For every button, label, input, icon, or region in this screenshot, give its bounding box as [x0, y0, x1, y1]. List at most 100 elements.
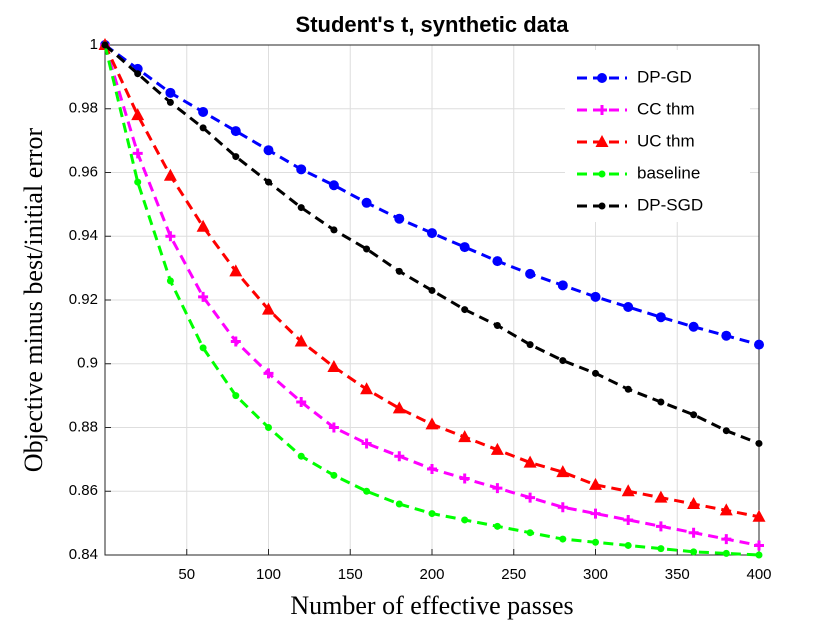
data-point: [624, 385, 632, 393]
data-point: [394, 213, 405, 224]
y-axis-label: Objective minus best/initial error: [19, 127, 48, 472]
data-point: [459, 473, 470, 484]
legend-label: CC thm: [637, 99, 695, 118]
data-point: [754, 339, 764, 350]
data-point: [297, 204, 305, 212]
data-point: [557, 280, 568, 291]
data-point: [557, 502, 568, 513]
data-point: [265, 424, 272, 431]
data-point: [525, 268, 536, 279]
data-point: [134, 70, 142, 78]
data-point: [490, 442, 504, 455]
data-point: [262, 302, 275, 315]
data-point: [688, 321, 699, 332]
data-point: [690, 548, 698, 556]
data-point: [395, 267, 403, 275]
data-point: [327, 359, 341, 372]
x-tick-label: 300: [583, 566, 608, 583]
data-point: [297, 452, 305, 460]
data-point: [592, 369, 599, 377]
data-point: [657, 545, 665, 553]
y-tick-label: 0.92: [69, 291, 98, 308]
data-point: [199, 124, 207, 132]
data-point: [296, 397, 307, 407]
data-point: [265, 178, 272, 186]
data-point: [296, 164, 307, 175]
data-point: [722, 427, 730, 435]
data-point: [425, 417, 439, 430]
legend-marker: [598, 202, 606, 210]
data-point: [523, 455, 537, 468]
data-point: [199, 344, 207, 352]
y-tick-label: 0.94: [69, 227, 98, 244]
data-point: [196, 219, 210, 232]
data-point: [752, 509, 766, 522]
data-point: [657, 398, 665, 406]
y-tick-label: 0.88: [69, 418, 98, 435]
legend-marker: [597, 73, 607, 83]
data-point: [363, 245, 371, 253]
data-point: [328, 422, 339, 433]
legend-label: baseline: [637, 163, 700, 182]
data-point: [493, 322, 501, 329]
data-point: [428, 510, 436, 518]
data-point: [328, 180, 339, 191]
data-point: [395, 500, 403, 508]
data-point: [690, 411, 698, 419]
data-point: [427, 463, 437, 474]
legend-marker: [595, 135, 609, 147]
data-point: [330, 471, 338, 479]
data-point: [755, 439, 763, 447]
legend-label: DP-SGD: [637, 195, 703, 214]
data-point: [721, 534, 732, 545]
data-point: [526, 341, 534, 349]
data-point: [623, 514, 634, 525]
data-point: [263, 368, 274, 379]
data-point: [101, 41, 109, 49]
data-point: [719, 503, 733, 516]
y-tick-label: 0.9: [77, 355, 98, 372]
data-point: [198, 106, 209, 117]
data-point: [492, 483, 503, 494]
y-tick-label: 0.96: [69, 163, 98, 180]
data-point: [330, 226, 338, 234]
data-point: [363, 487, 371, 495]
data-point: [165, 231, 176, 242]
data-point: [525, 492, 536, 503]
data-point: [360, 382, 374, 395]
data-point: [166, 277, 174, 285]
data-point: [461, 306, 469, 314]
x-axis-label: Number of effective passes: [290, 591, 573, 620]
data-point: [493, 522, 501, 530]
data-point: [559, 357, 567, 365]
data-point: [230, 336, 241, 347]
data-point: [559, 535, 567, 543]
x-tick-label: 350: [665, 566, 690, 583]
data-point: [754, 540, 764, 551]
data-point: [624, 541, 632, 549]
x-tick-label: 400: [746, 566, 771, 583]
data-point: [132, 148, 143, 159]
data-point: [459, 242, 470, 253]
data-point: [198, 291, 209, 302]
data-point: [458, 430, 472, 443]
data-point: [232, 153, 240, 161]
data-point: [427, 228, 437, 239]
data-point: [655, 312, 666, 323]
plot-frame: [104, 44, 760, 556]
data-point: [655, 521, 666, 532]
data-point: [755, 551, 763, 559]
chart-title: Student's t, synthetic data: [296, 12, 570, 37]
data-point: [687, 497, 701, 509]
data-point: [592, 538, 599, 546]
y-tick-label: 0.86: [69, 482, 98, 499]
data-point: [394, 451, 405, 462]
data-point: [134, 178, 142, 186]
data-point: [428, 286, 436, 294]
data-point: [589, 477, 602, 490]
data-point: [556, 465, 570, 478]
data-point: [461, 516, 469, 524]
x-tick-label: 200: [419, 566, 444, 583]
data-point: [131, 108, 145, 121]
